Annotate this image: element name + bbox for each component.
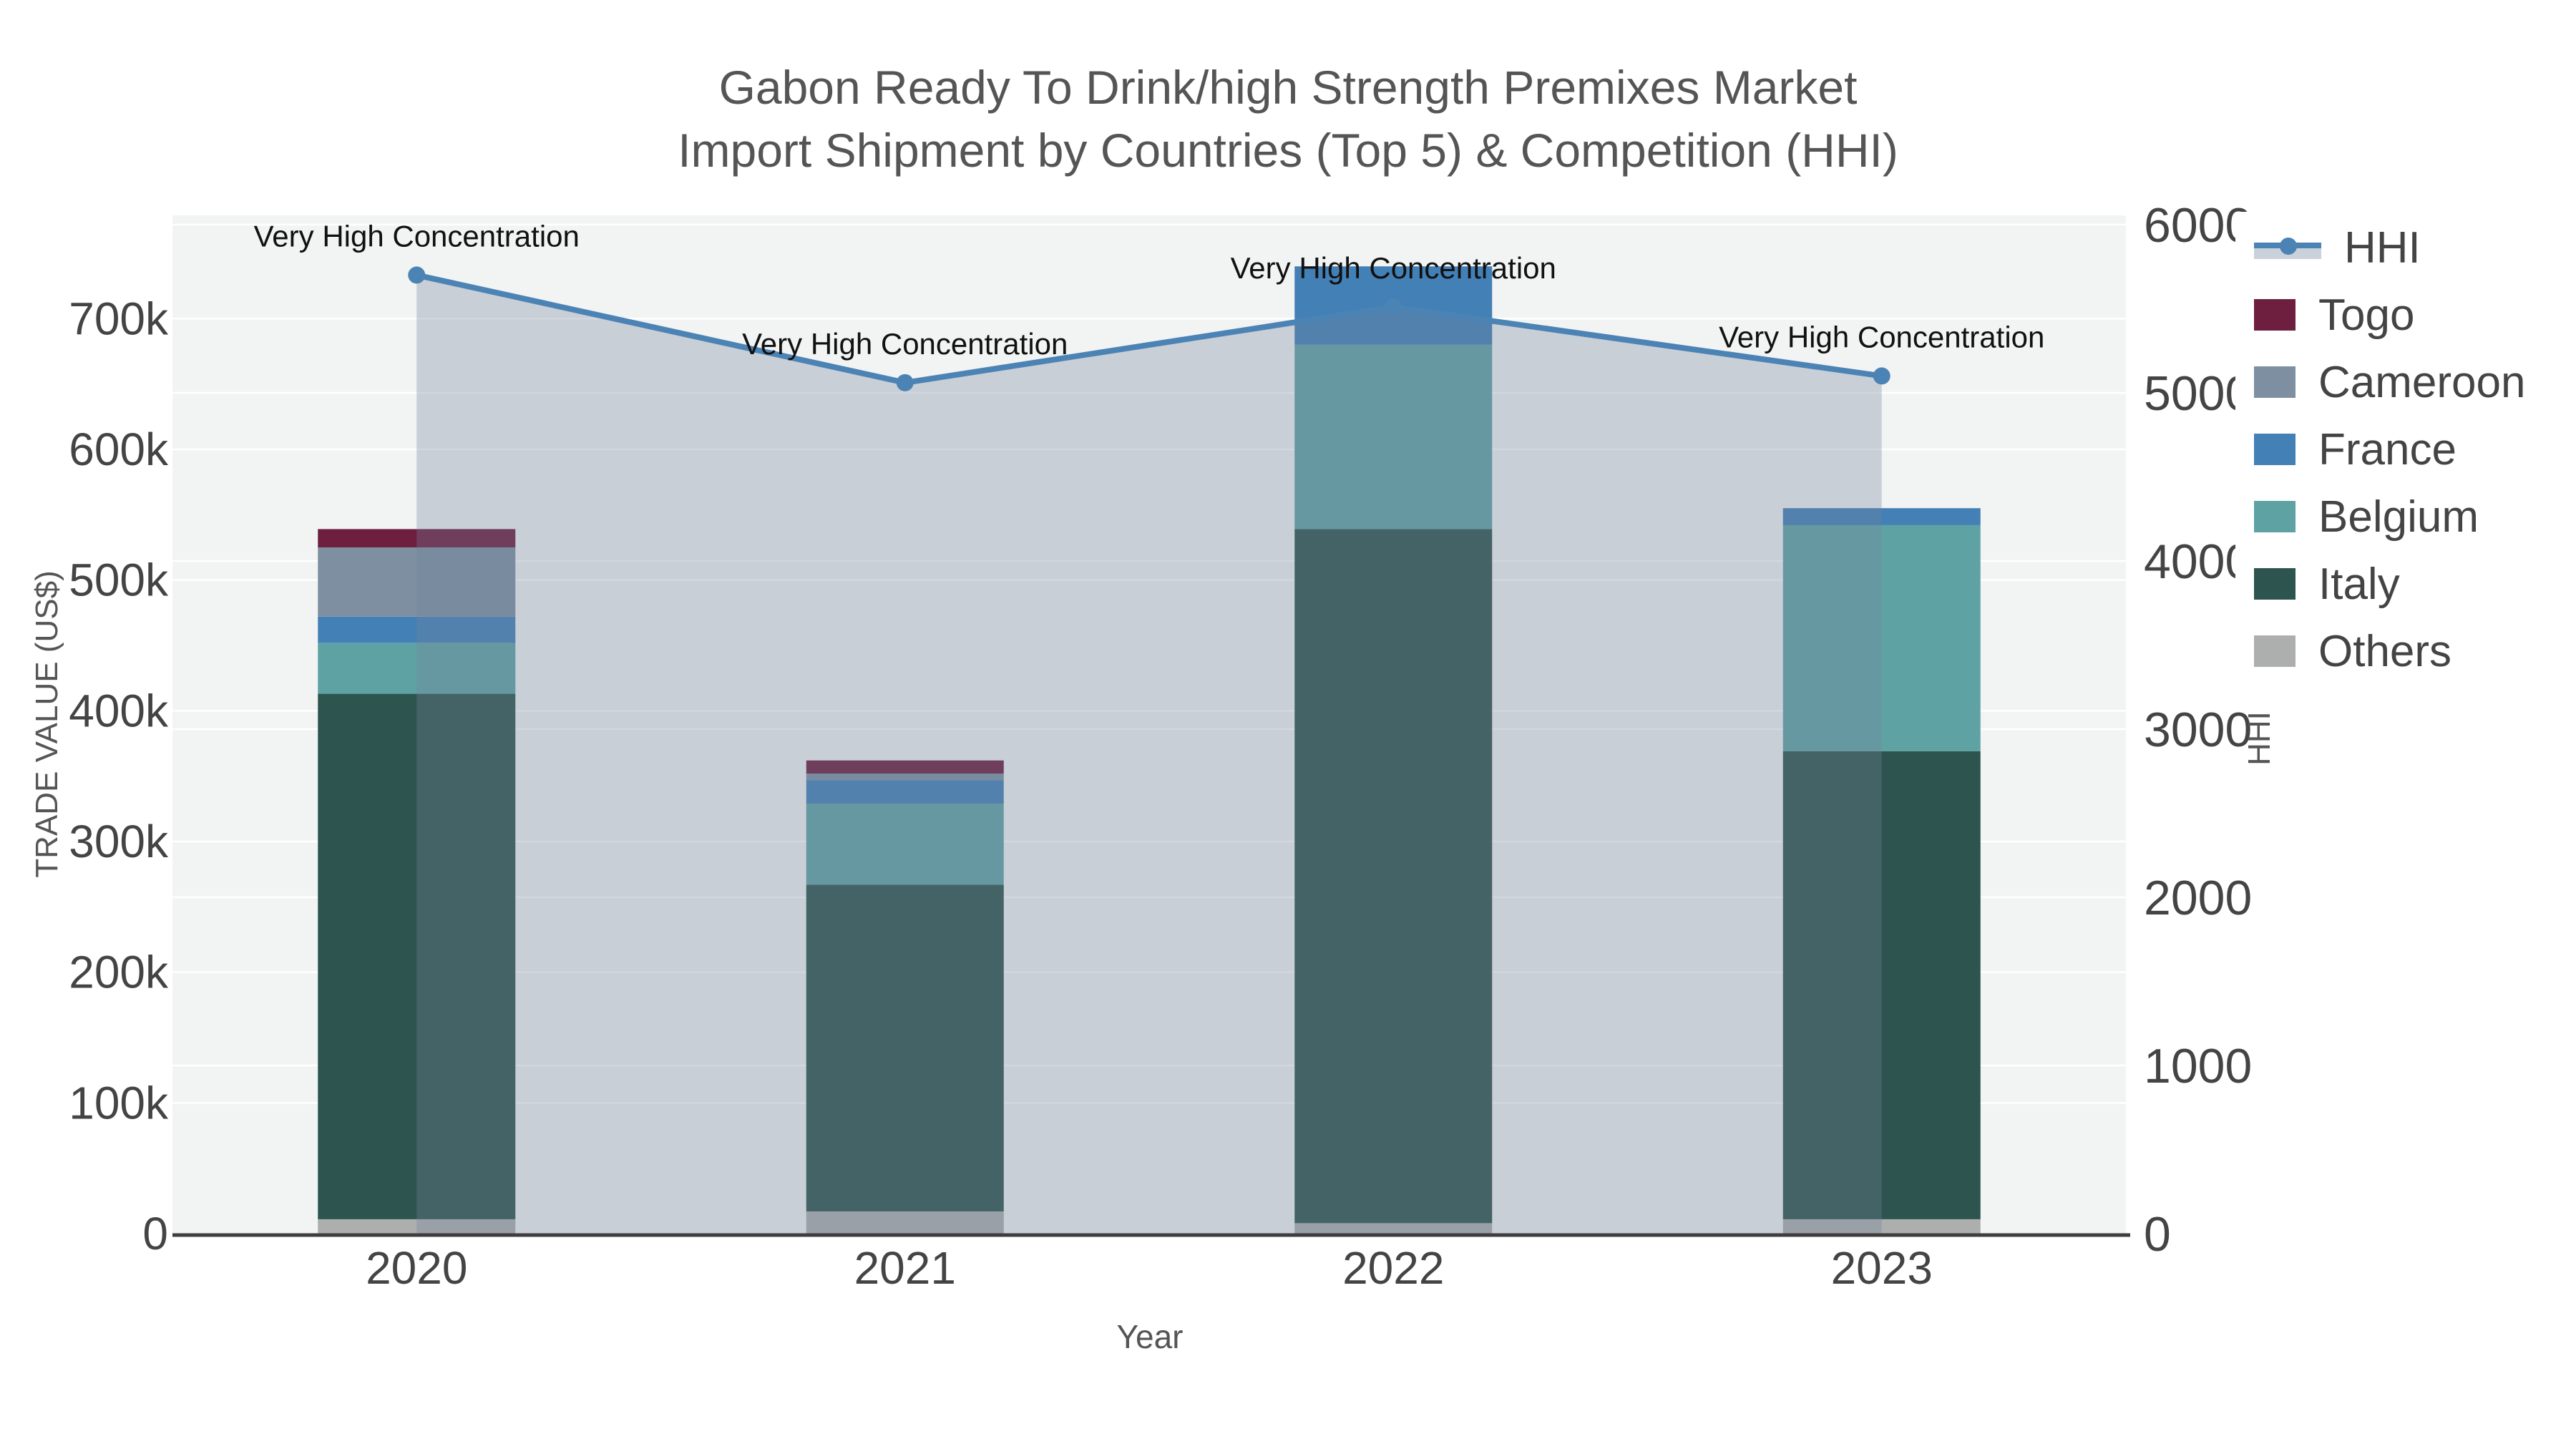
hhi-marker-2021[interactable] [896,374,914,391]
hhi-line-swatch-icon [2254,230,2321,265]
legend-item-togo[interactable]: Togo [2254,289,2536,341]
legend-label: Italy [2318,559,2400,609]
bar-segment-italy-2020[interactable] [318,693,516,1219]
y-left-tick-label: 700k [69,293,169,344]
bar-segment-belgium-2021[interactable] [806,804,1004,885]
hhi-area-fill [416,275,1882,1234]
y-right-tick-label: 5000 [2144,366,2252,421]
legend-item-italy[interactable]: Italy [2254,558,2536,610]
bar-segment-italy-2021[interactable] [806,884,1004,1211]
x-tick-label-2020: 2020 [366,1242,467,1294]
bar-segment-others-2020[interactable] [318,1219,516,1234]
chart-title-line1: Gabon Ready To Drink/high Strength Premi… [718,61,1858,114]
y-right-tick-label: 4000 [2144,535,2252,589]
hhi-marker-2020[interactable] [408,266,426,284]
annotation-2022: Very High Concentration [1231,251,1556,285]
legend-item-belgium[interactable]: Belgium [2254,491,2536,542]
bar-segment-others-2021[interactable] [806,1211,1004,1234]
legend-color-swatch-icon [2254,635,2296,667]
legend-color-swatch-icon [2254,568,2296,600]
x-tick-label-2022: 2022 [1342,1242,1444,1294]
legend-color-swatch-icon [2254,299,2296,331]
legend-label: Belgium [2318,492,2479,542]
y-right-axis-title: HHI [2242,711,2277,766]
legend-label: HHI [2344,223,2421,273]
annotation-2020: Very High Concentration [254,219,580,253]
y-right-tick-label: 3000 [2144,703,2252,757]
y-left-tick-label: 100k [69,1077,169,1128]
bar-segment-belgium-2022[interactable] [1294,344,1493,530]
y-left-tick-label: 400k [69,685,169,736]
legend-item-france[interactable]: France [2254,424,2536,475]
legend-label: Togo [2318,290,2415,340]
y-left-tick-label: 300k [69,816,169,867]
y-right-tick-label: 0 [2144,1207,2171,1262]
bar-segment-france-2023[interactable] [1782,508,1981,525]
y-left-tick-label: 200k [69,947,169,998]
annotation-2023: Very High Concentration [1719,320,2044,353]
bar-segment-france-2021[interactable] [806,780,1004,804]
hhi-line[interactable] [416,272,1883,386]
legend-label: Cameroon [2318,357,2526,407]
legend-color-swatch-icon [2254,501,2296,532]
hhi-dot-icon [2280,238,2297,255]
bar-segment-others-2023[interactable] [1782,1219,1981,1234]
legend-item-cameroon[interactable]: Cameroon [2254,356,2536,408]
legend-item-hhi[interactable]: HHI [2254,222,2536,273]
y-left-axis-title: TRADE VALUE (US$) [29,570,64,878]
y-left-tick-label: 500k [69,555,169,606]
y-right-tick-label: 6000 [2144,198,2252,253]
bar-segment-togo-2020[interactable] [318,529,516,547]
y-right-tick-label: 1000 [2144,1039,2252,1093]
bar-segment-cameroon-2020[interactable] [318,547,516,617]
bar-segment-france-2020[interactable] [318,616,516,643]
annotation-2021: Very High Concentration [742,327,1068,361]
bar-segment-italy-2022[interactable] [1294,529,1493,1224]
legend-color-swatch-icon [2254,366,2296,398]
bar-segment-italy-2023[interactable] [1782,751,1981,1219]
legend-label: France [2318,424,2457,474]
bar-segment-others-2022[interactable] [1294,1223,1493,1234]
y-left-tick-label: 0 [142,1208,168,1259]
bar-segment-cameroon-2021[interactable] [806,774,1004,781]
y-right-tick-label: 2000 [2144,871,2252,925]
legend-item-others[interactable]: Others [2254,625,2536,677]
bar-segment-togo-2021[interactable] [806,760,1004,774]
legend: HHI Togo Cameroon France Belgium Italy Others [2235,212,2550,687]
hhi-marker-2023[interactable] [1873,367,1890,385]
legend-color-swatch-icon [2254,434,2296,465]
chart-title: Gabon Ready To Drink/high Strength Premi… [0,56,2576,182]
chart-title-line2: Import Shipment by Countries (Top 5) & C… [678,124,1898,177]
x-axis-title: Year [1116,1318,1184,1355]
y-left-tick-label: 600k [69,424,169,475]
x-tick-label-2021: 2021 [854,1242,956,1294]
legend-label: Others [2318,626,2452,676]
hhi-marker-2022[interactable] [1385,298,1402,316]
bar-segment-belgium-2020[interactable] [318,643,516,694]
x-tick-label-2023: 2023 [1831,1242,1933,1294]
bar-segment-belgium-2023[interactable] [1782,525,1981,751]
